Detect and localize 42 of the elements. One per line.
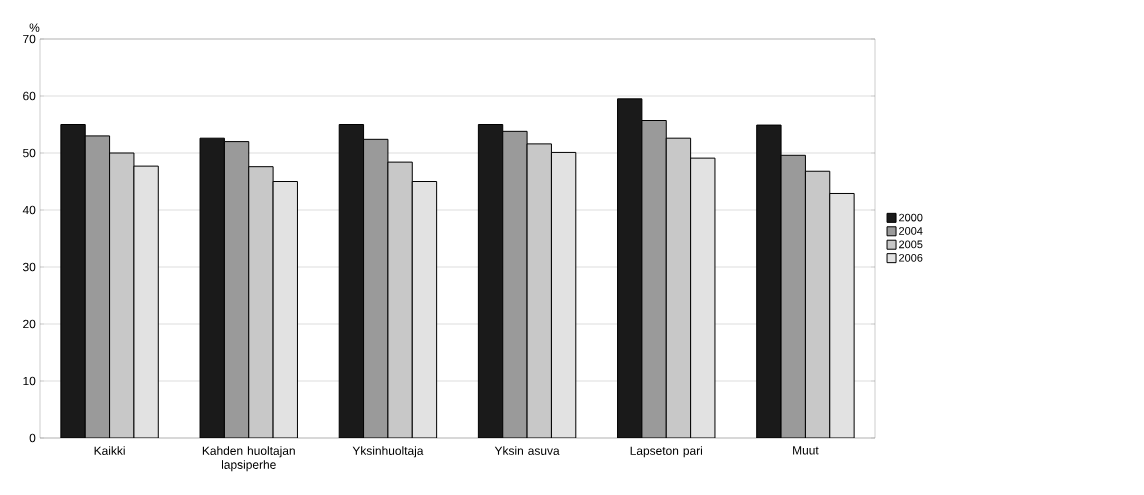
- bar: [109, 152, 135, 438]
- bar: [550, 151, 577, 438]
- legend-label: 2000: [899, 213, 923, 222]
- bar: [641, 120, 667, 438]
- y-tick-label: 0: [29, 433, 36, 443]
- bar: [60, 124, 86, 438]
- y-tick-label: 60: [23, 91, 36, 101]
- x-tick-label: Muut: [793, 446, 819, 455]
- bar: [363, 138, 389, 438]
- bar: [665, 137, 692, 438]
- bar: [200, 138, 225, 438]
- bar: [477, 124, 504, 438]
- legend-label: 2004: [899, 227, 923, 235]
- bar: [411, 181, 438, 438]
- bar: [526, 143, 552, 438]
- legend-label: 2005: [899, 240, 923, 249]
- y-tick-label: 20: [23, 319, 36, 329]
- bar: [804, 170, 831, 438]
- bar: [84, 135, 111, 438]
- y-tick-label: 70: [23, 34, 36, 44]
- y-tick-label: 10: [23, 376, 36, 386]
- y-tick-label: 30: [22, 262, 36, 272]
- bar: [133, 165, 159, 438]
- bar: [690, 157, 716, 438]
- legend-label: 2006: [899, 253, 923, 262]
- x-tick-label: Lapseton pari: [630, 446, 702, 458]
- bar: [338, 124, 365, 438]
- bar: [248, 166, 274, 438]
- bar: [756, 124, 782, 438]
- bar: [502, 130, 528, 438]
- bar: [273, 181, 298, 438]
- bar: [829, 192, 855, 438]
- x-tick-label: Yksin asuva: [494, 446, 560, 455]
- bar: [780, 154, 806, 438]
- x-tick-label: Kaikki: [94, 446, 125, 455]
- x-tick-label: Kahden huoltajan lapsiperhe: [202, 446, 295, 472]
- y-tick-label: 40: [22, 205, 36, 215]
- bar: [387, 161, 413, 438]
- x-tick-label: Yksinhuoltaja: [352, 446, 424, 458]
- y-axis-title: %: [29, 23, 40, 32]
- y-tick-label: 50: [23, 148, 36, 158]
- bar: [617, 98, 643, 438]
